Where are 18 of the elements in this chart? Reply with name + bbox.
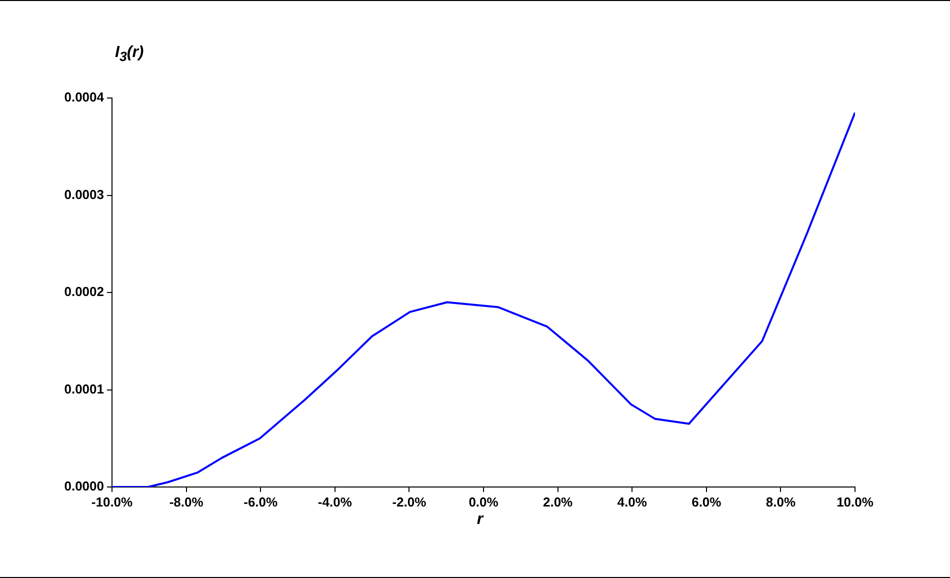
y-tick-label: 0.0002: [64, 284, 104, 300]
x-tick-label: -8.0%: [169, 494, 204, 510]
x-tick-label: 2.0%: [542, 494, 574, 510]
x-tick-label: 8.0%: [766, 494, 796, 510]
x-tick-label: -10.0%: [91, 494, 134, 510]
x-tick-label: -2.0%: [392, 494, 427, 510]
x-tick-label: 4.0%: [617, 494, 648, 510]
y-tick-label: 0.0003: [64, 186, 104, 202]
x-tick-label: 0.0%: [468, 494, 499, 510]
x-tick-label: -6.0%: [244, 494, 278, 510]
y-tick-label: 0.0000: [64, 478, 104, 494]
y-tick-label: 0.0004: [64, 90, 105, 105]
y-tick-label: 0.0001: [64, 381, 104, 396]
x-axis-title: r: [476, 511, 485, 529]
x-tick-label: 10.0%: [836, 494, 874, 510]
x-tick-label: -4.0%: [318, 494, 352, 510]
x-tick-label: 6.0%: [692, 494, 722, 510]
y-axis-title: I$_{3}$(r): [115, 44, 144, 64]
